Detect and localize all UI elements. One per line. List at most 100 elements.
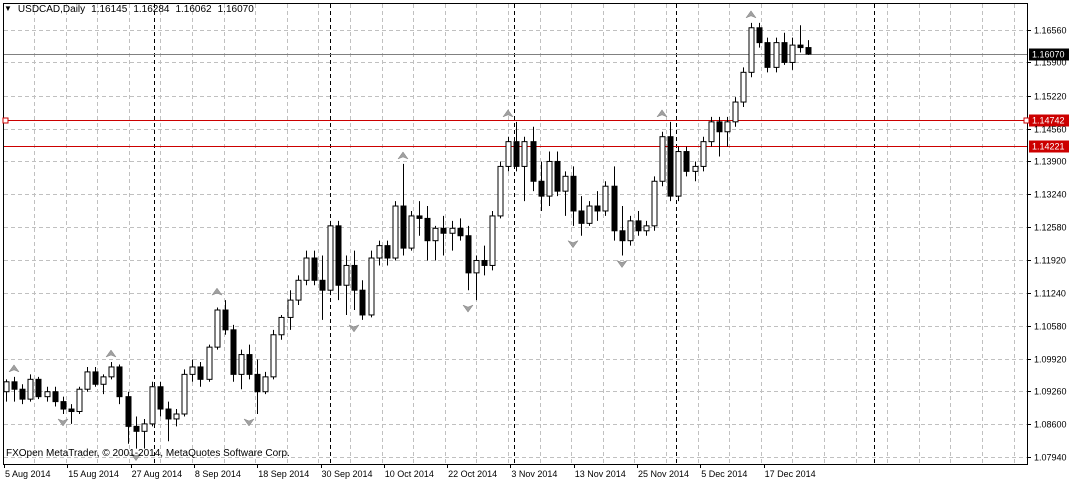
low-value: 1.16062: [175, 3, 212, 15]
price-tick-label: 1.15900: [1034, 58, 1067, 68]
candle-bull: [327, 225, 334, 291]
candle-bull: [789, 44, 796, 63]
time-tick-label: 5 Dec 2014: [701, 469, 747, 479]
time-tick-label: 3 Nov 2014: [511, 469, 557, 479]
candle-bull: [270, 334, 277, 378]
candle-bear: [222, 309, 229, 331]
price-tick-label: 1.10580: [1034, 322, 1067, 332]
candle-bear: [611, 185, 618, 232]
candle-bear: [416, 215, 423, 219]
candle-bull: [343, 264, 350, 286]
candle-bear: [52, 391, 59, 403]
price-tick-label: 1.15220: [1034, 92, 1067, 102]
candle-bear: [667, 136, 674, 197]
time-scale[interactable]: 5 Aug 2014 15 Aug 2014 27 Aug 2014 8 Sep 20…: [4, 464, 816, 479]
fractal-up-arrow: [8, 364, 20, 373]
candle-bull: [303, 257, 310, 281]
candle-bull: [586, 205, 593, 224]
price-tick-label: 1.12580: [1034, 223, 1067, 233]
price-tick-label: 1.09260: [1034, 387, 1067, 397]
level-handle-right[interactable]: [1023, 117, 1030, 124]
candle-bear: [230, 329, 237, 375]
grid-layer: [4, 4, 1027, 464]
fractal-up-arrow: [211, 287, 223, 296]
candle-bear: [359, 289, 366, 316]
candle-bear: [594, 205, 601, 212]
time-tick-label: 10 Oct 2014: [385, 469, 434, 479]
candle-bear: [311, 257, 318, 281]
price-tick-label: 1.13240: [1034, 190, 1067, 200]
candle-bull: [173, 413, 180, 420]
candle-bear: [335, 225, 342, 286]
candle-bear: [68, 408, 75, 413]
fractal-up-arrow: [656, 109, 668, 118]
candle-bull: [643, 225, 650, 232]
time-tick-label: 13 Nov 2014: [575, 469, 626, 479]
price-scale[interactable]: 1.16560 1.15900 1.15220 1.14560 1.13900 1.132…: [1027, 26, 1069, 463]
candle-bull: [724, 121, 731, 133]
candle-bear: [116, 366, 123, 398]
candle-bull: [295, 279, 302, 301]
candle-bull: [392, 205, 399, 259]
candle-bull: [521, 141, 528, 167]
price-tick-label: 1.16560: [1034, 26, 1067, 36]
candle-bull: [659, 136, 666, 182]
candle-bull: [27, 378, 34, 400]
current-price-tag: [1029, 48, 1069, 61]
candle-bear: [554, 160, 561, 192]
candle-bull: [238, 354, 245, 375]
close-value: 1.16070: [217, 3, 254, 15]
candle-bull: [141, 423, 148, 432]
candle-bear: [538, 180, 545, 197]
candle-bull: [100, 376, 107, 385]
level-price-label: 1.14742: [1032, 116, 1065, 126]
level-handle-left[interactable]: [2, 117, 9, 124]
candle-bull: [278, 316, 285, 336]
candle-bull: [651, 180, 658, 227]
candle-bear: [133, 425, 140, 432]
time-tick-label: 15 Aug 2014: [68, 469, 119, 479]
fractal-down-arrow: [462, 304, 474, 313]
horizontal-levels[interactable]: 1.14742 1.14221: [2, 54, 1069, 153]
candle-bear: [92, 371, 99, 385]
level-price-label: 1.14221: [1032, 142, 1065, 152]
candle-bull: [773, 42, 780, 68]
candle-bull: [700, 141, 707, 167]
candle-bear: [400, 205, 407, 249]
candles: [3, 22, 812, 449]
candle-bull: [189, 366, 196, 375]
level-price-tag: [1029, 114, 1069, 127]
candle-bull: [497, 165, 504, 217]
candle-bear: [197, 366, 204, 380]
period-separators: [154, 4, 875, 464]
candle-bear: [781, 42, 788, 63]
candle-bear: [157, 386, 164, 410]
candle-bull: [546, 160, 553, 197]
fractal-down-arrow: [243, 418, 255, 427]
candle-bull: [3, 381, 10, 393]
plot-frame: [3, 3, 1028, 465]
candle-bull: [473, 259, 480, 274]
candle-bear: [19, 388, 26, 400]
level-price-tag: [1029, 140, 1069, 153]
fractal-down-arrow: [616, 259, 628, 268]
candle-bear: [457, 227, 464, 237]
candle-bull: [675, 151, 682, 197]
price-tick-label: 1.11920: [1034, 256, 1066, 266]
time-tick-label: 25 Nov 2014: [638, 469, 689, 479]
candle-bull: [708, 121, 715, 143]
price-tick-label: 1.07940: [1034, 453, 1067, 463]
fractal-up-arrow: [745, 10, 757, 19]
candle-bear: [254, 373, 261, 393]
candle-bull: [562, 175, 569, 192]
fractal-up-arrow: [502, 109, 514, 118]
candle-bear: [125, 396, 132, 427]
candle-bull: [376, 245, 383, 259]
triangle-down-icon[interactable]: ▼: [4, 4, 12, 13]
time-tick-label: 17 Dec 2014: [765, 469, 816, 479]
fractal-up-arrow: [105, 349, 117, 358]
candle-bull: [181, 373, 188, 415]
fractal-down-arrow: [57, 418, 69, 427]
